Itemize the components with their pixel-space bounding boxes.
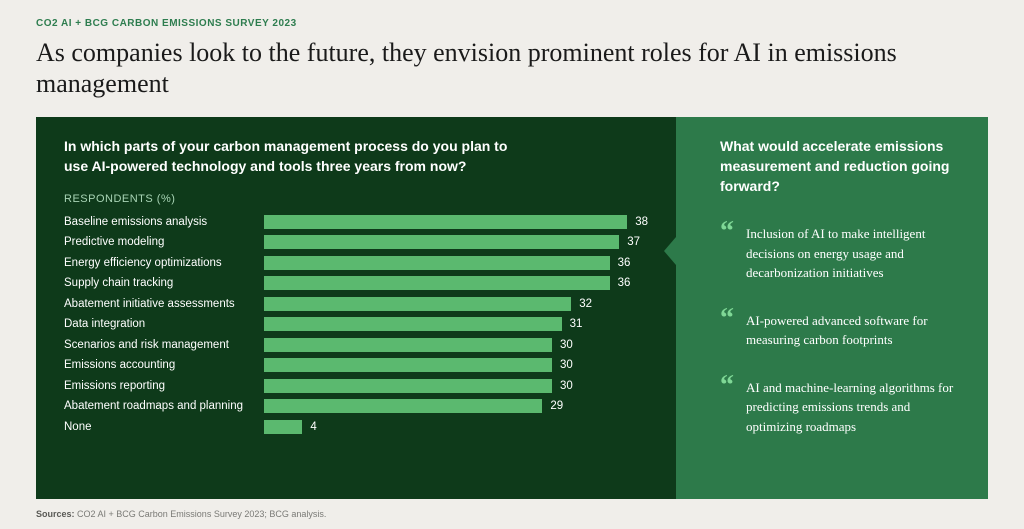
bar-fill [264,399,542,413]
bar-row: Abatement initiative assessments 32 [64,297,648,311]
bar-value: 29 [550,400,563,412]
right-question: What would accelerate emissions measurem… [720,137,958,196]
bar-value: 32 [579,298,592,310]
respondents-label: RESPONDENTS (%) [64,193,648,205]
bar-track: 36 [264,256,648,270]
bar-label: None [64,421,264,433]
bar-row: None 4 [64,420,648,434]
bar-fill [264,256,610,270]
bar-row: Supply chain tracking 36 [64,276,648,290]
bar-track: 30 [264,358,648,372]
bar-row: Predictive modeling 37 [64,235,648,249]
bar-value: 36 [618,277,631,289]
quotes-list: “Inclusion of AI to make intelligent dec… [720,222,958,436]
bar-track: 29 [264,399,648,413]
bar-label: Abatement roadmaps and planning [64,400,264,412]
bar-value: 30 [560,380,573,392]
bar-track: 4 [264,420,648,434]
bar-fill [264,420,302,434]
sources-line: Sources: CO2 AI + BCG Carbon Emissions S… [36,509,988,519]
eyebrow-label: CO2 AI + BCG CARBON EMISSIONS SURVEY 202… [36,18,988,29]
bar-row: Emissions accounting 30 [64,358,648,372]
bar-label: Supply chain tracking [64,277,264,289]
quote-icon: “ [720,309,746,350]
bar-track: 30 [264,338,648,352]
bar-row: Emissions reporting 30 [64,379,648,393]
bar-track: 36 [264,276,648,290]
bar-fill [264,317,562,331]
bar-row: Data integration 31 [64,317,648,331]
right-panel: What would accelerate emissions measurem… [676,117,988,499]
bar-row: Energy efficiency optimizations 36 [64,256,648,270]
bar-fill [264,358,552,372]
bar-row: Scenarios and risk management 30 [64,338,648,352]
bar-label: Emissions reporting [64,380,264,392]
quote-text: AI and machine-learning algorithms for p… [746,376,958,437]
bar-value: 38 [635,216,648,228]
bar-track: 30 [264,379,648,393]
panel-notch [664,237,676,265]
bar-value: 4 [310,421,316,433]
bar-label: Energy efficiency optimizations [64,257,264,269]
bar-label: Predictive modeling [64,236,264,248]
sources-label: Sources: [36,509,75,519]
quote-item: “AI-powered advanced software for measur… [720,309,958,350]
bar-track: 31 [264,317,648,331]
bar-label: Emissions accounting [64,359,264,371]
bar-fill [264,276,610,290]
bar-value: 37 [627,236,640,248]
bar-value: 30 [560,339,573,351]
quote-item: “AI and machine-learning algorithms for … [720,376,958,437]
infographic-container: CO2 AI + BCG CARBON EMISSIONS SURVEY 202… [0,0,1024,529]
bar-fill [264,215,627,229]
bar-label: Baseline emissions analysis [64,216,264,228]
bar-row: Baseline emissions analysis 38 [64,215,648,229]
bar-value: 31 [570,318,583,330]
bar-fill [264,379,552,393]
page-title: As companies look to the future, they en… [36,37,916,99]
bar-label: Data integration [64,318,264,330]
bar-row: Abatement roadmaps and planning 29 [64,399,648,413]
quote-item: “Inclusion of AI to make intelligent dec… [720,222,958,283]
bar-value: 30 [560,359,573,371]
bar-track: 38 [264,215,648,229]
left-panel: In which parts of your carbon management… [36,117,676,499]
bar-chart: Baseline emissions analysis 38 Predictive … [64,215,648,434]
bar-track: 32 [264,297,648,311]
bar-label: Scenarios and risk management [64,339,264,351]
bar-track: 37 [264,235,648,249]
quote-text: AI-powered advanced software for measuri… [746,309,958,350]
quote-icon: “ [720,376,746,437]
bar-value: 36 [618,257,631,269]
panels-row: In which parts of your carbon management… [36,117,988,499]
sources-text: CO2 AI + BCG Carbon Emissions Survey 202… [75,509,327,519]
bar-fill [264,297,571,311]
bar-label: Abatement initiative assessments [64,298,264,310]
left-question: In which parts of your carbon management… [64,137,524,176]
quote-icon: “ [720,222,746,283]
bar-fill [264,235,619,249]
bar-fill [264,338,552,352]
quote-text: Inclusion of AI to make intelligent deci… [746,222,958,283]
